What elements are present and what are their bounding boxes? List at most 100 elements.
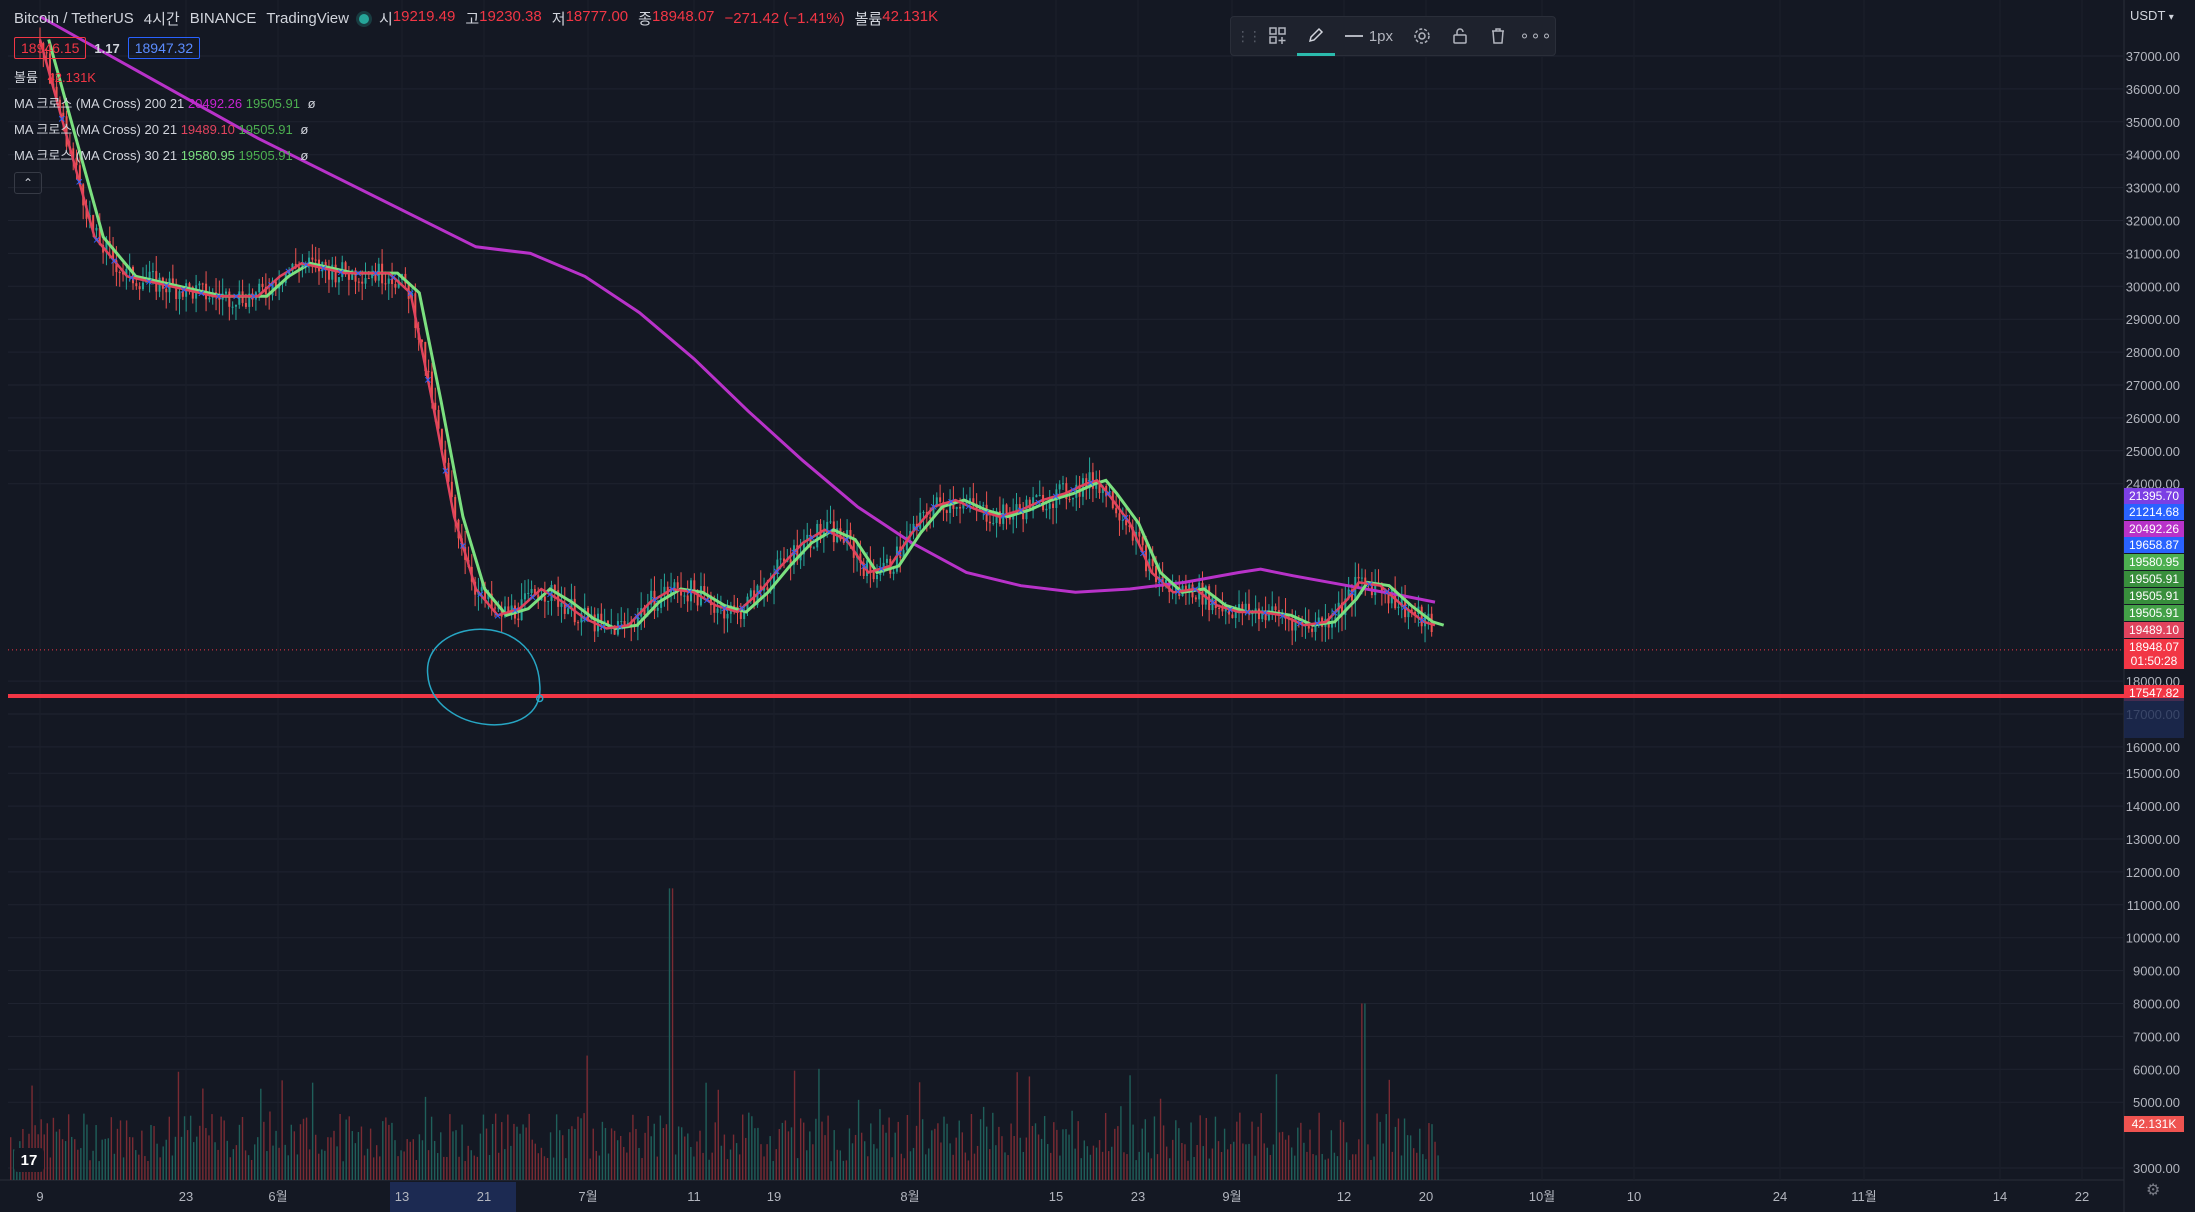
pencil-color-button[interactable] — [1296, 16, 1335, 56]
more-button[interactable]: ∘∘∘ — [1517, 16, 1555, 56]
buy-price-button[interactable]: 18947.32 — [127, 37, 201, 59]
candle-body — [1244, 603, 1247, 613]
volume-bar — [345, 1119, 347, 1180]
volume-bar — [787, 1131, 790, 1180]
volume-bar — [470, 1150, 472, 1180]
volume-bar — [717, 1089, 719, 1180]
candle-body — [1204, 586, 1207, 605]
candle-body — [244, 302, 247, 307]
volume-bar — [1050, 1152, 1052, 1180]
ma-cross-marker: ✕ — [1243, 608, 1251, 619]
ma-cross-marker: ✕ — [110, 257, 118, 268]
volume-bar — [1409, 1135, 1412, 1180]
volume-bar — [226, 1140, 228, 1180]
delete-button[interactable] — [1479, 16, 1517, 56]
candle-body — [95, 227, 98, 231]
candle-body — [809, 534, 812, 548]
candle-body — [895, 546, 898, 572]
indicator-ma-cross-30[interactable]: MA 크로스 (MA Cross) 30 21 19580.95 19505.9… — [14, 145, 938, 164]
candle-body — [92, 215, 95, 231]
settings-button[interactable] — [1403, 16, 1441, 56]
volume-bar — [369, 1128, 372, 1180]
scale-settings-icon[interactable]: ⚙ — [2146, 1182, 2161, 1199]
volume-bar — [998, 1126, 1000, 1180]
candle-body — [148, 271, 151, 281]
candle-body — [271, 281, 274, 296]
candle-body — [779, 558, 782, 560]
sell-price-button[interactable]: 18946.15 — [14, 37, 87, 59]
candle-body — [646, 604, 649, 615]
volume-bar — [952, 1154, 954, 1180]
volume-bar — [1205, 1117, 1207, 1180]
collapse-legend-button[interactable]: ⌃ — [14, 172, 42, 194]
volume-bar — [327, 1137, 329, 1180]
indicator-ma-cross-200[interactable]: MA 크로스 (MA Cross) 200 21 20492.26 19505.… — [14, 93, 938, 112]
candle-body — [763, 587, 766, 591]
symbol-name[interactable]: Bitcoin / TetherUS — [14, 10, 134, 27]
ma-cross-marker: ✕ — [825, 528, 833, 539]
volume-bar — [211, 1114, 213, 1180]
candle-body — [1400, 597, 1403, 607]
volume-bar — [128, 1137, 131, 1180]
volume-bar — [196, 1136, 198, 1180]
ma-cross-marker: ✕ — [773, 567, 781, 578]
candle-body — [1068, 498, 1071, 500]
axis-price-tag — [2124, 685, 2184, 701]
ma-cross-marker: ✕ — [424, 376, 432, 387]
ma-cross-marker: ✕ — [494, 611, 502, 622]
indicator-value-2: 19505.91 — [238, 148, 293, 163]
volume-bar — [77, 1149, 79, 1180]
volume-bar — [1352, 1154, 1354, 1180]
volume-bar — [970, 1113, 973, 1180]
ma-cross-marker: ✕ — [284, 267, 292, 278]
volume-bar — [803, 1122, 805, 1180]
volume-bar — [388, 1124, 390, 1180]
circle-handle[interactable] — [535, 694, 544, 703]
line-width-button[interactable]: 1px — [1335, 28, 1403, 45]
volume-bar — [885, 1132, 887, 1180]
candle-body — [1314, 623, 1317, 632]
indicator-suffix: ø — [307, 96, 316, 111]
volume-legend[interactable]: 볼륨 42.131K — [14, 67, 938, 86]
volume-bar — [302, 1118, 305, 1180]
candle-body — [945, 510, 948, 513]
volume-bar — [476, 1156, 479, 1180]
candle-body — [709, 595, 712, 606]
volume-bar — [1376, 1113, 1378, 1180]
volume-bar — [1117, 1126, 1119, 1180]
volume-bar — [967, 1160, 970, 1180]
volume-bar — [1248, 1143, 1250, 1180]
volume-bar — [67, 1114, 70, 1180]
volume-bar — [220, 1116, 222, 1180]
candle-body — [1194, 597, 1197, 600]
ma200-line[interactable] — [39, 15, 1436, 604]
candle-body — [48, 53, 51, 84]
axis-price-tag — [2124, 588, 2184, 604]
hand-drawn-circle[interactable] — [426, 628, 541, 726]
volume-bar — [1114, 1128, 1116, 1180]
ma-cross-marker: ✕ — [563, 601, 571, 612]
volume-bar — [958, 1120, 960, 1180]
currency-selector[interactable]: USDT ▾ — [2130, 8, 2174, 23]
indicator-ma-cross-20[interactable]: MA 크로스 (MA Cross) 20 21 19489.10 19505.9… — [14, 119, 938, 138]
grip-icon[interactable]: ⋮⋮ — [1235, 27, 1262, 44]
candle-body — [527, 593, 530, 595]
volume-bar — [946, 1123, 948, 1180]
volume-bar — [1184, 1144, 1186, 1180]
volume-bar — [638, 1147, 640, 1180]
lock-button[interactable] — [1441, 16, 1479, 56]
time-tick-label: 11 — [687, 1189, 701, 1204]
indicator-params: 20 21 — [144, 122, 178, 137]
volume-bar — [1187, 1160, 1189, 1180]
volume-bar — [1043, 1116, 1046, 1180]
axis-range-highlight — [2124, 698, 2184, 738]
add-template-button[interactable] — [1259, 16, 1297, 56]
interval-label[interactable]: 4시간 — [143, 11, 180, 28]
high-value: 19230.38 — [479, 8, 542, 25]
tradingview-logo-icon[interactable]: 17 — [14, 1148, 44, 1172]
volume-bar — [366, 1148, 369, 1180]
ma-red-line[interactable] — [38, 39, 1436, 630]
candle-body — [1294, 618, 1297, 631]
ma-cross-marker: ✕ — [685, 588, 693, 599]
